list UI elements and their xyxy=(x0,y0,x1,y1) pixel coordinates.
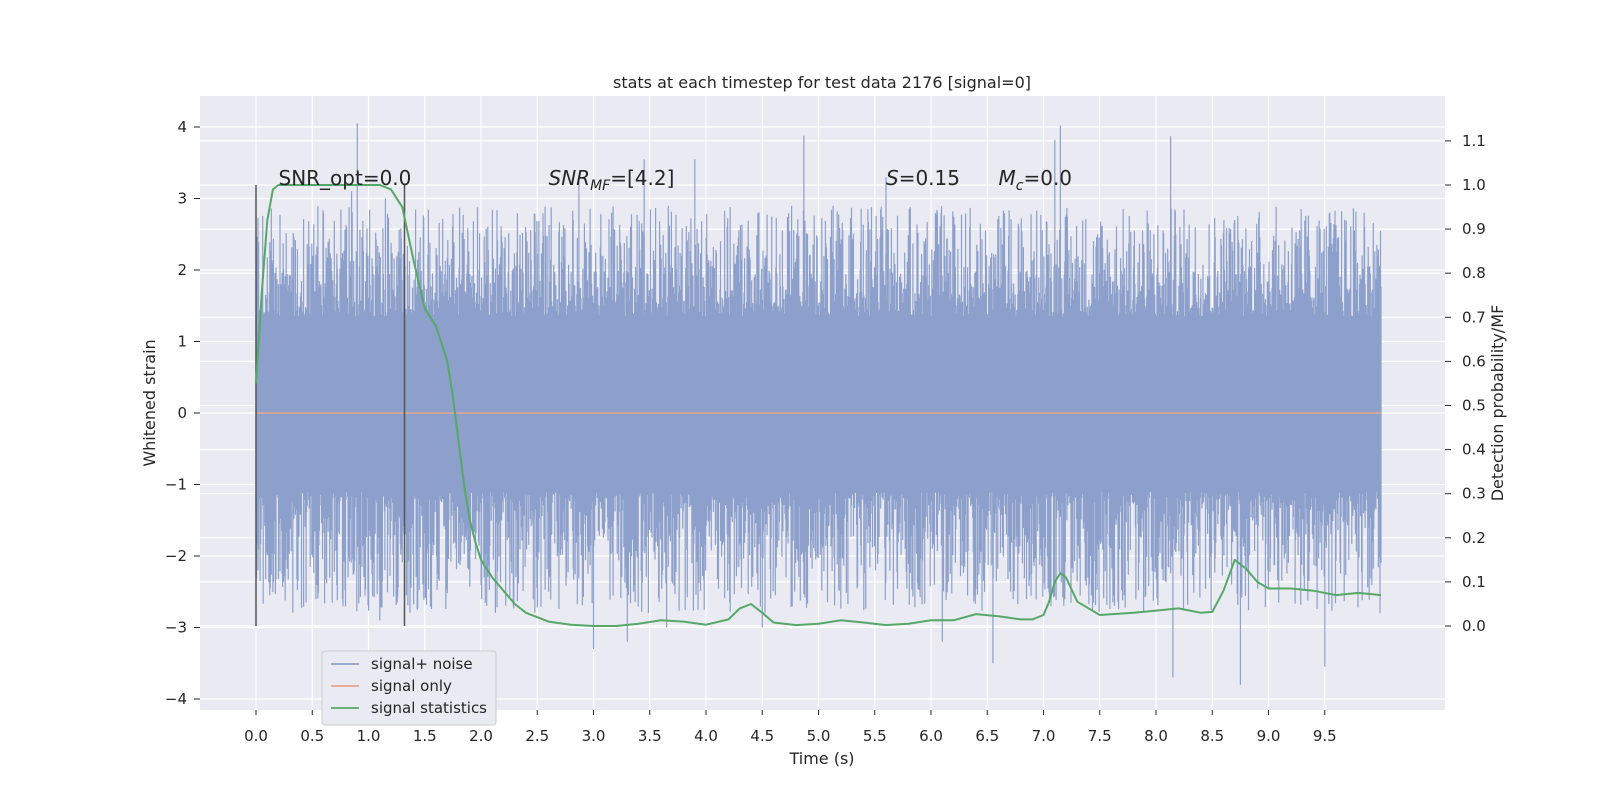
y-tick-labels: −4 −3 −2 −1 0 1 2 3 4 xyxy=(165,118,200,708)
annotations: SNR_opt=0.0 SNRMF=[4.2] S=0.15 Mc=0.0 xyxy=(279,166,1073,194)
y2-tick-label: 0.4 xyxy=(1462,441,1486,459)
y2-tick-label: 0.9 xyxy=(1462,220,1486,238)
annotation-2: S=0.15 xyxy=(886,166,960,190)
y-axis-label: Whitened strain xyxy=(140,339,159,466)
legend-label-signal-noise: signal+ noise xyxy=(371,655,473,673)
y2-tick-label: 1.1 xyxy=(1462,132,1486,150)
x-tick-label: 9.0 xyxy=(1257,727,1281,745)
y-tick-label: −1 xyxy=(165,476,187,494)
x-tick-label: 6.5 xyxy=(975,727,999,745)
x-tick-label: 5.0 xyxy=(807,727,831,745)
y-tick-label: −3 xyxy=(165,619,187,637)
x-tick-label: 1.0 xyxy=(357,727,381,745)
x-tick-label: 9.5 xyxy=(1313,727,1337,745)
x-tick-label: 2.5 xyxy=(525,727,549,745)
x-axis-label: Time (s) xyxy=(788,749,854,768)
y2-tick-label: 0.3 xyxy=(1462,485,1486,503)
x-tick-label: 3.0 xyxy=(582,727,606,745)
y2-tick-label: 0.6 xyxy=(1462,352,1486,370)
signal-statistics-series xyxy=(255,184,1382,627)
y-tick-label: −2 xyxy=(165,547,187,565)
y-tick-label: 1 xyxy=(177,333,187,351)
vertical-markers xyxy=(255,185,406,626)
x-tick-label: 3.5 xyxy=(638,727,662,745)
y2-tick-label: 0.7 xyxy=(1462,308,1486,326)
y2-tick-label: 0.0 xyxy=(1462,617,1486,635)
y2-tick-label: 0.5 xyxy=(1462,397,1486,415)
annotation-1: SNRMF=[4.2] xyxy=(549,166,675,194)
x-tick-labels: 0.0 0.5 1.0 1.5 2.0 2.5 3.0 3.5 4.0 4.5 5.0 5.5 6.0 6… xyxy=(244,710,1337,745)
x-tick-label: 0.5 xyxy=(300,727,324,745)
legend: signal+ noise signal only signal statist… xyxy=(321,650,497,726)
x-tick-label: 8.5 xyxy=(1200,727,1224,745)
x-tick-label: 7.0 xyxy=(1032,727,1056,745)
x-tick-label: 7.5 xyxy=(1088,727,1112,745)
x-tick-label: 4.0 xyxy=(694,727,718,745)
legend-box xyxy=(321,650,497,726)
signal-statistics-line xyxy=(255,184,1382,627)
x-tick-label: 5.5 xyxy=(863,727,887,745)
y2-tick-label: 1.0 xyxy=(1462,176,1486,194)
x-tick-label: 2.0 xyxy=(469,727,493,745)
y-tick-label: −4 xyxy=(165,690,187,708)
x-tick-label: 4.5 xyxy=(750,727,774,745)
y2-axis-label: Detection probability/MF xyxy=(1488,305,1507,502)
y-tick-label: 3 xyxy=(177,190,187,208)
chart-title: stats at each timestep for test data 217… xyxy=(613,73,1031,92)
annotation-0: SNR_opt=0.0 xyxy=(279,166,412,190)
y-tick-label: 0 xyxy=(177,404,187,422)
y2-tick-labels: 0.0 0.1 0.2 0.3 0.4 0.5 0.6 0.7 0.8 0.9 1.0 1.1 xyxy=(1445,132,1486,635)
y-tick-label: 2 xyxy=(177,261,187,279)
y2-tick-label: 0.2 xyxy=(1462,529,1486,547)
x-tick-label: 8.0 xyxy=(1144,727,1168,745)
x-tick-label: 6.0 xyxy=(919,727,943,745)
y-tick-label: 4 xyxy=(177,118,187,136)
annotation-3: Mc=0.0 xyxy=(999,166,1073,194)
y2-tick-label: 0.1 xyxy=(1462,573,1486,591)
y2-tick-label: 0.8 xyxy=(1462,264,1486,282)
x-tick-label: 1.5 xyxy=(413,727,437,745)
legend-label-signal-only: signal only xyxy=(371,677,452,695)
x-tick-label: 0.0 xyxy=(244,727,268,745)
legend-label-signal-statistics: signal statistics xyxy=(371,699,487,717)
